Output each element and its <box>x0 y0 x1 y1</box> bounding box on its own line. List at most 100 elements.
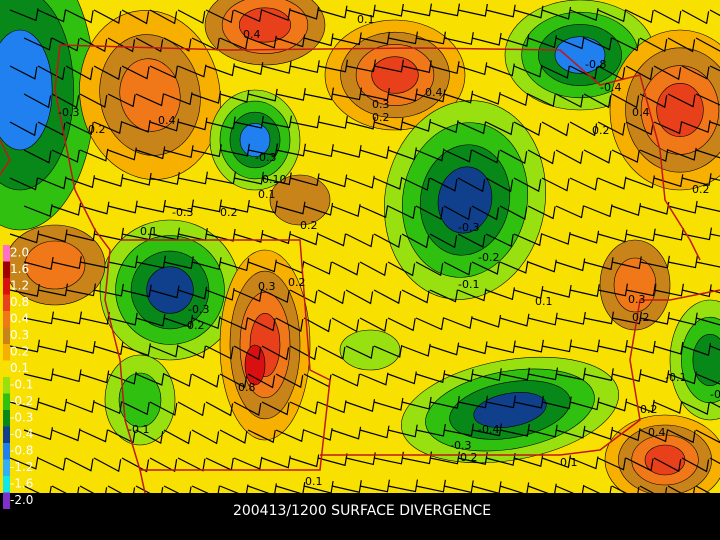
contour-label: 0.2 <box>460 451 478 464</box>
wind-barb <box>527 205 556 220</box>
wind-barb <box>359 31 390 45</box>
wind-barb <box>149 401 178 416</box>
wind-barb <box>331 317 360 333</box>
wind-barb <box>583 368 614 382</box>
wind-barb <box>513 233 543 247</box>
contour-label: 0.4 <box>425 86 443 99</box>
legend-swatch <box>3 245 10 262</box>
wind-barb <box>471 481 502 493</box>
legend-label: -0.8 <box>10 444 33 458</box>
wind-barb <box>667 93 696 108</box>
wind-barb <box>23 149 52 164</box>
wind-barb <box>443 423 475 437</box>
wind-barb <box>247 373 276 389</box>
wind-barb <box>429 177 458 192</box>
contour-label: 0.2 <box>592 124 610 137</box>
contour-label: 0.3 <box>628 293 646 306</box>
wind-barb <box>177 64 207 78</box>
wind-barb <box>135 93 165 107</box>
wind-barb <box>345 4 376 18</box>
wind-barb <box>37 340 68 354</box>
wind-barb <box>471 314 502 328</box>
state-border <box>59 44 701 261</box>
wind-barb <box>611 93 640 109</box>
wind-barb <box>79 37 108 53</box>
wind-barb <box>597 121 626 136</box>
wind-barb <box>401 177 430 191</box>
contour-region <box>146 266 194 314</box>
wind-barb <box>611 485 640 493</box>
wind-barb <box>23 427 54 441</box>
wind-barb <box>93 457 122 473</box>
wind-barb <box>331 204 361 217</box>
wind-barb <box>23 485 52 493</box>
contour-region <box>118 372 162 428</box>
wind-barb <box>23 368 54 382</box>
wind-barb <box>373 59 404 73</box>
wind-barb <box>345 175 375 189</box>
wind-barb <box>387 371 417 385</box>
wind-barb <box>569 65 598 80</box>
wind-barb <box>681 401 710 415</box>
wind-barb <box>429 120 459 134</box>
wind-barb <box>373 233 402 249</box>
legend-label: -2.0 <box>10 493 33 507</box>
wind-barb <box>163 429 192 445</box>
wind-barb <box>429 396 460 409</box>
wind-barb <box>611 311 643 325</box>
wind-barb <box>499 423 530 437</box>
wind-barb <box>205 401 234 417</box>
wind-barb <box>387 205 416 220</box>
wind-barb <box>261 345 290 361</box>
state-border <box>120 239 331 471</box>
wind-barb <box>583 204 613 218</box>
wind-barb <box>457 288 487 302</box>
contour-label: 0.4 <box>632 106 650 119</box>
wind-barb <box>499 205 528 221</box>
contour-label: 0.8 <box>238 381 256 394</box>
wind-barb <box>247 35 277 49</box>
wind-barb <box>23 257 54 270</box>
legend-label: 0.8 <box>10 295 29 309</box>
wind-barb <box>625 457 654 472</box>
wind-barb <box>695 317 720 326</box>
wind-barb <box>583 426 614 440</box>
wind-barb <box>485 287 515 301</box>
wind-barb <box>191 373 220 388</box>
wind-barb <box>93 121 123 135</box>
wind-barb <box>177 457 206 472</box>
wind-barb <box>597 9 627 23</box>
wind-barb <box>65 341 96 354</box>
wind-barb <box>639 37 668 53</box>
legend-swatch <box>3 377 10 394</box>
wind-barb <box>93 9 122 24</box>
wind-barb <box>289 401 319 415</box>
wind-barb <box>667 255 699 269</box>
wind-barb <box>653 283 684 297</box>
legend-label: -0.3 <box>10 411 33 425</box>
wind-barb <box>499 260 529 274</box>
wind-barb <box>37 9 67 23</box>
wind-barb <box>79 93 108 108</box>
legend-label: 0.4 <box>10 312 29 326</box>
wind-barb <box>583 149 612 164</box>
wind-barb <box>261 61 292 74</box>
wind-barb <box>261 401 290 416</box>
wind-barb <box>625 121 654 136</box>
wind-barb <box>191 429 220 445</box>
wind-barb <box>387 317 416 332</box>
wind-barb <box>359 372 389 386</box>
wind-barb <box>65 457 94 472</box>
wind-barb <box>541 177 570 192</box>
wind-barb <box>387 424 418 438</box>
wind-barb <box>261 231 292 245</box>
wind-barb <box>303 33 334 47</box>
wind-barb <box>429 233 458 249</box>
wind-barb <box>499 93 529 106</box>
wind-barb <box>289 6 320 20</box>
wind-barb <box>359 261 388 277</box>
wind-barb <box>709 177 720 181</box>
wind-barb <box>65 9 94 24</box>
contour-label: 0.4 <box>243 28 261 41</box>
wind-barb <box>471 149 500 164</box>
